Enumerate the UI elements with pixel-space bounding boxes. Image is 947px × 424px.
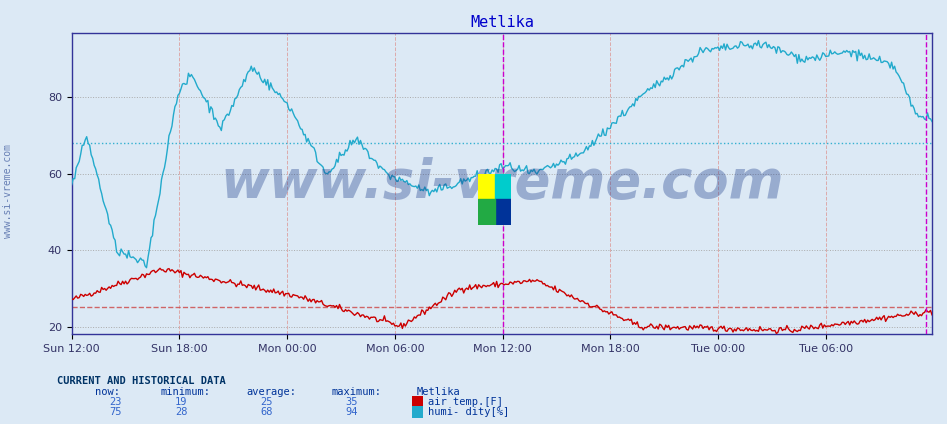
- Text: 28: 28: [175, 407, 188, 417]
- Text: 23: 23: [109, 397, 121, 407]
- Bar: [495, 199, 511, 225]
- Bar: [495, 174, 511, 199]
- Text: air temp.[F]: air temp.[F]: [428, 397, 503, 407]
- Text: maximum:: maximum:: [331, 387, 382, 397]
- Text: CURRENT AND HISTORICAL DATA: CURRENT AND HISTORICAL DATA: [57, 376, 225, 386]
- Text: minimum:: minimum:: [161, 387, 211, 397]
- Text: 19: 19: [175, 397, 188, 407]
- Text: 35: 35: [346, 397, 358, 407]
- Text: www.si-vreme.com: www.si-vreme.com: [220, 157, 784, 209]
- Bar: [478, 199, 495, 225]
- Text: 94: 94: [346, 407, 358, 417]
- Text: average:: average:: [246, 387, 296, 397]
- Text: 68: 68: [260, 407, 273, 417]
- Text: 25: 25: [260, 397, 273, 407]
- Text: Metlika: Metlika: [417, 387, 460, 397]
- Bar: [478, 174, 495, 199]
- Text: 75: 75: [109, 407, 121, 417]
- Title: Metlika: Metlika: [470, 15, 534, 30]
- Text: humi- dity[%]: humi- dity[%]: [428, 407, 509, 417]
- Text: now:: now:: [95, 387, 119, 397]
- Text: www.si-vreme.com: www.si-vreme.com: [3, 144, 12, 238]
